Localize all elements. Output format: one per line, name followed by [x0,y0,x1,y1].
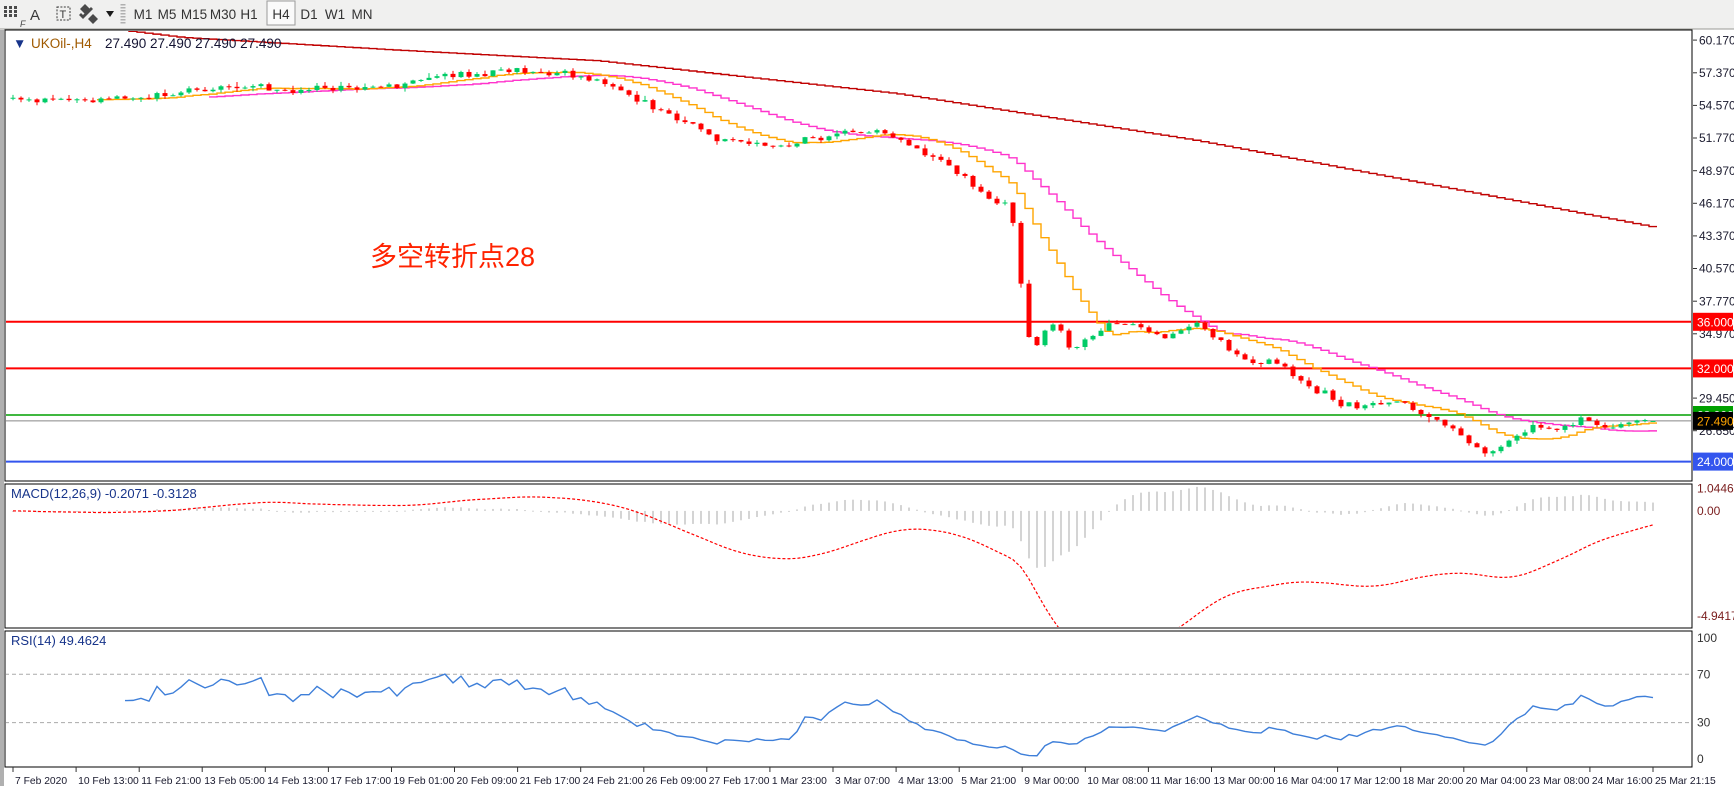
svg-text:M1: M1 [134,7,153,22]
svg-text:3 Mar 07:00: 3 Mar 07:00 [835,776,890,786]
svg-text:0: 0 [1697,752,1704,766]
svg-text:60.170: 60.170 [1699,33,1734,47]
svg-text:19 Feb 01:00: 19 Feb 01:00 [394,776,455,786]
svg-text:29.450: 29.450 [1699,391,1734,405]
svg-text:A: A [30,7,40,24]
svg-text:51.770: 51.770 [1699,131,1734,145]
svg-text:1.0446: 1.0446 [1697,482,1734,496]
svg-text:27 Feb 17:00: 27 Feb 17:00 [709,776,770,786]
svg-text:37.770: 37.770 [1699,294,1734,308]
svg-text:24.000: 24.000 [1697,455,1734,469]
svg-text:10 Feb 13:00: 10 Feb 13:00 [78,776,139,786]
svg-text:20 Mar 04:00: 20 Mar 04:00 [1466,776,1527,786]
svg-text:24 Feb 21:00: 24 Feb 21:00 [583,776,644,786]
svg-text:1 Mar 23:00: 1 Mar 23:00 [772,776,827,786]
svg-text:16 Mar 04:00: 16 Mar 04:00 [1277,776,1338,786]
svg-text:H1: H1 [240,7,257,22]
svg-text:0.00: 0.00 [1697,504,1721,518]
svg-text:H4: H4 [272,7,290,22]
svg-text:7 Feb 2020: 7 Feb 2020 [15,776,67,786]
svg-text:20 Feb 09:00: 20 Feb 09:00 [457,776,518,786]
svg-text:MN: MN [352,7,373,22]
svg-text:4 Mar 13:00: 4 Mar 13:00 [898,776,953,786]
svg-text:13 Feb 05:00: 13 Feb 05:00 [204,776,265,786]
svg-text:26 Feb 09:00: 26 Feb 09:00 [646,776,707,786]
svg-text:W1: W1 [325,7,345,22]
svg-text:T: T [60,9,67,21]
svg-text:10 Mar 08:00: 10 Mar 08:00 [1087,776,1148,786]
svg-text:M30: M30 [210,7,236,22]
svg-text:UKOil-,H4: UKOil-,H4 [31,36,92,51]
svg-text:100: 100 [1697,631,1717,645]
svg-text:14 Feb 13:00: 14 Feb 13:00 [267,776,328,786]
svg-text:30: 30 [1697,716,1711,730]
svg-text:▼: ▼ [13,36,26,51]
svg-text:M15: M15 [181,7,207,22]
svg-text:-4.9417: -4.9417 [1697,609,1734,623]
svg-text:24 Mar 16:00: 24 Mar 16:00 [1592,776,1653,786]
svg-text:MACD(12,26,9) -0.2071 -0.3128: MACD(12,26,9) -0.2071 -0.3128 [11,486,197,501]
svg-text:48.970: 48.970 [1699,164,1734,178]
svg-text:54.570: 54.570 [1699,99,1734,113]
svg-text:40.570: 40.570 [1699,262,1734,276]
svg-text:43.370: 43.370 [1699,229,1734,243]
svg-text:36.000: 36.000 [1697,315,1734,329]
svg-text:25 Mar 21:15: 25 Mar 21:15 [1655,776,1716,786]
svg-text:F: F [20,19,26,29]
svg-text:17 Mar 12:00: 17 Mar 12:00 [1340,776,1401,786]
svg-text:70: 70 [1697,667,1711,681]
svg-text:18 Mar 20:00: 18 Mar 20:00 [1403,776,1464,786]
svg-text:11 Feb 21:00: 11 Feb 21:00 [141,776,201,786]
svg-text:23 Mar 08:00: 23 Mar 08:00 [1529,776,1590,786]
svg-text:21 Feb 17:00: 21 Feb 17:00 [520,776,581,786]
svg-text:17 Feb 17:00: 17 Feb 17:00 [330,776,391,786]
svg-text:5 Mar 21:00: 5 Mar 21:00 [961,776,1016,786]
svg-text:11 Mar 16:00: 11 Mar 16:00 [1150,776,1210,786]
svg-text:32.000: 32.000 [1697,362,1734,376]
svg-text:13 Mar 00:00: 13 Mar 00:00 [1214,776,1275,786]
svg-text:27.490: 27.490 [1697,414,1734,428]
svg-text:多空转折点28: 多空转折点28 [370,242,535,272]
svg-text:RSI(14) 49.4624: RSI(14) 49.4624 [11,633,106,648]
svg-text:D1: D1 [300,7,317,22]
svg-text:9 Mar 00:00: 9 Mar 00:00 [1024,776,1079,786]
svg-text:46.170: 46.170 [1699,197,1734,211]
svg-text:27.490 27.490 27.490 27.490: 27.490 27.490 27.490 27.490 [105,36,281,51]
svg-text:57.370: 57.370 [1699,66,1734,80]
svg-text:M5: M5 [158,7,177,22]
